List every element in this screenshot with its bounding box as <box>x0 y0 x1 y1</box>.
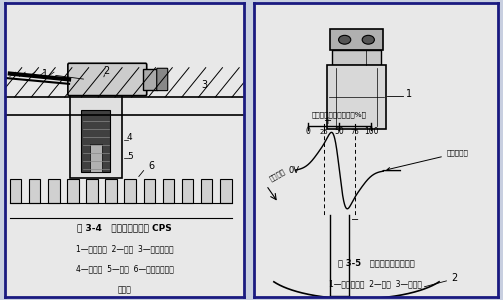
Text: 2: 2 <box>103 66 109 76</box>
Bar <box>106 179 117 203</box>
Bar <box>329 29 383 50</box>
Bar <box>29 179 40 203</box>
Bar <box>328 297 351 300</box>
Bar <box>143 69 157 90</box>
Text: 4—软铁芯  5—绕组  6—带定时记号的: 4—软铁芯 5—绕组 6—带定时记号的 <box>75 265 174 274</box>
Ellipse shape <box>339 35 351 44</box>
Text: 1—磁性传感器  2—磁阻  3—槽中心: 1—磁性传感器 2—磁阻 3—槽中心 <box>329 279 423 288</box>
Text: 1—永久磁铁  2—壳体  3—发动机机体: 1—永久磁铁 2—壳体 3—发动机机体 <box>75 244 174 253</box>
Text: −: − <box>351 215 359 225</box>
Text: 4: 4 <box>127 133 132 142</box>
Text: 5: 5 <box>127 152 133 161</box>
Text: 6: 6 <box>148 160 154 171</box>
Bar <box>201 179 212 203</box>
Text: 传感器输出: 传感器输出 <box>387 150 469 170</box>
Text: 1: 1 <box>405 89 411 99</box>
Text: 0V: 0V <box>288 166 299 175</box>
Bar <box>48 179 59 203</box>
Ellipse shape <box>362 35 374 44</box>
Text: 触发轮: 触发轮 <box>118 285 131 294</box>
Text: 25: 25 <box>319 129 328 135</box>
Text: 75: 75 <box>351 129 360 135</box>
Bar <box>162 179 174 203</box>
Bar <box>327 65 386 129</box>
Bar <box>69 91 122 178</box>
Bar <box>67 179 78 203</box>
Text: 1: 1 <box>42 69 48 79</box>
Text: 图 3-4   曲轴位置传感器 CPS: 图 3-4 曲轴位置传感器 CPS <box>77 224 172 232</box>
Bar <box>124 179 136 203</box>
Text: +: + <box>323 116 330 127</box>
Text: 2: 2 <box>451 273 458 283</box>
FancyBboxPatch shape <box>68 63 147 96</box>
Bar <box>332 50 381 65</box>
Text: 50: 50 <box>334 127 344 136</box>
Bar <box>143 179 155 203</box>
Bar <box>90 144 102 172</box>
Text: 旋转方向: 旋转方向 <box>269 168 287 182</box>
Bar <box>182 179 193 203</box>
Bar <box>220 179 231 203</box>
Text: 图 3-5   电磁感应产生的信号: 图 3-5 电磁感应产生的信号 <box>338 259 414 268</box>
Bar <box>87 179 98 203</box>
Text: 100: 100 <box>364 127 378 136</box>
FancyBboxPatch shape <box>157 68 167 91</box>
Bar <box>81 110 110 172</box>
Text: 传感器行程的百分数（%）: 传感器行程的百分数（%） <box>312 111 367 118</box>
Text: 0: 0 <box>305 127 310 136</box>
Text: 3: 3 <box>201 80 207 90</box>
Bar <box>10 179 21 203</box>
